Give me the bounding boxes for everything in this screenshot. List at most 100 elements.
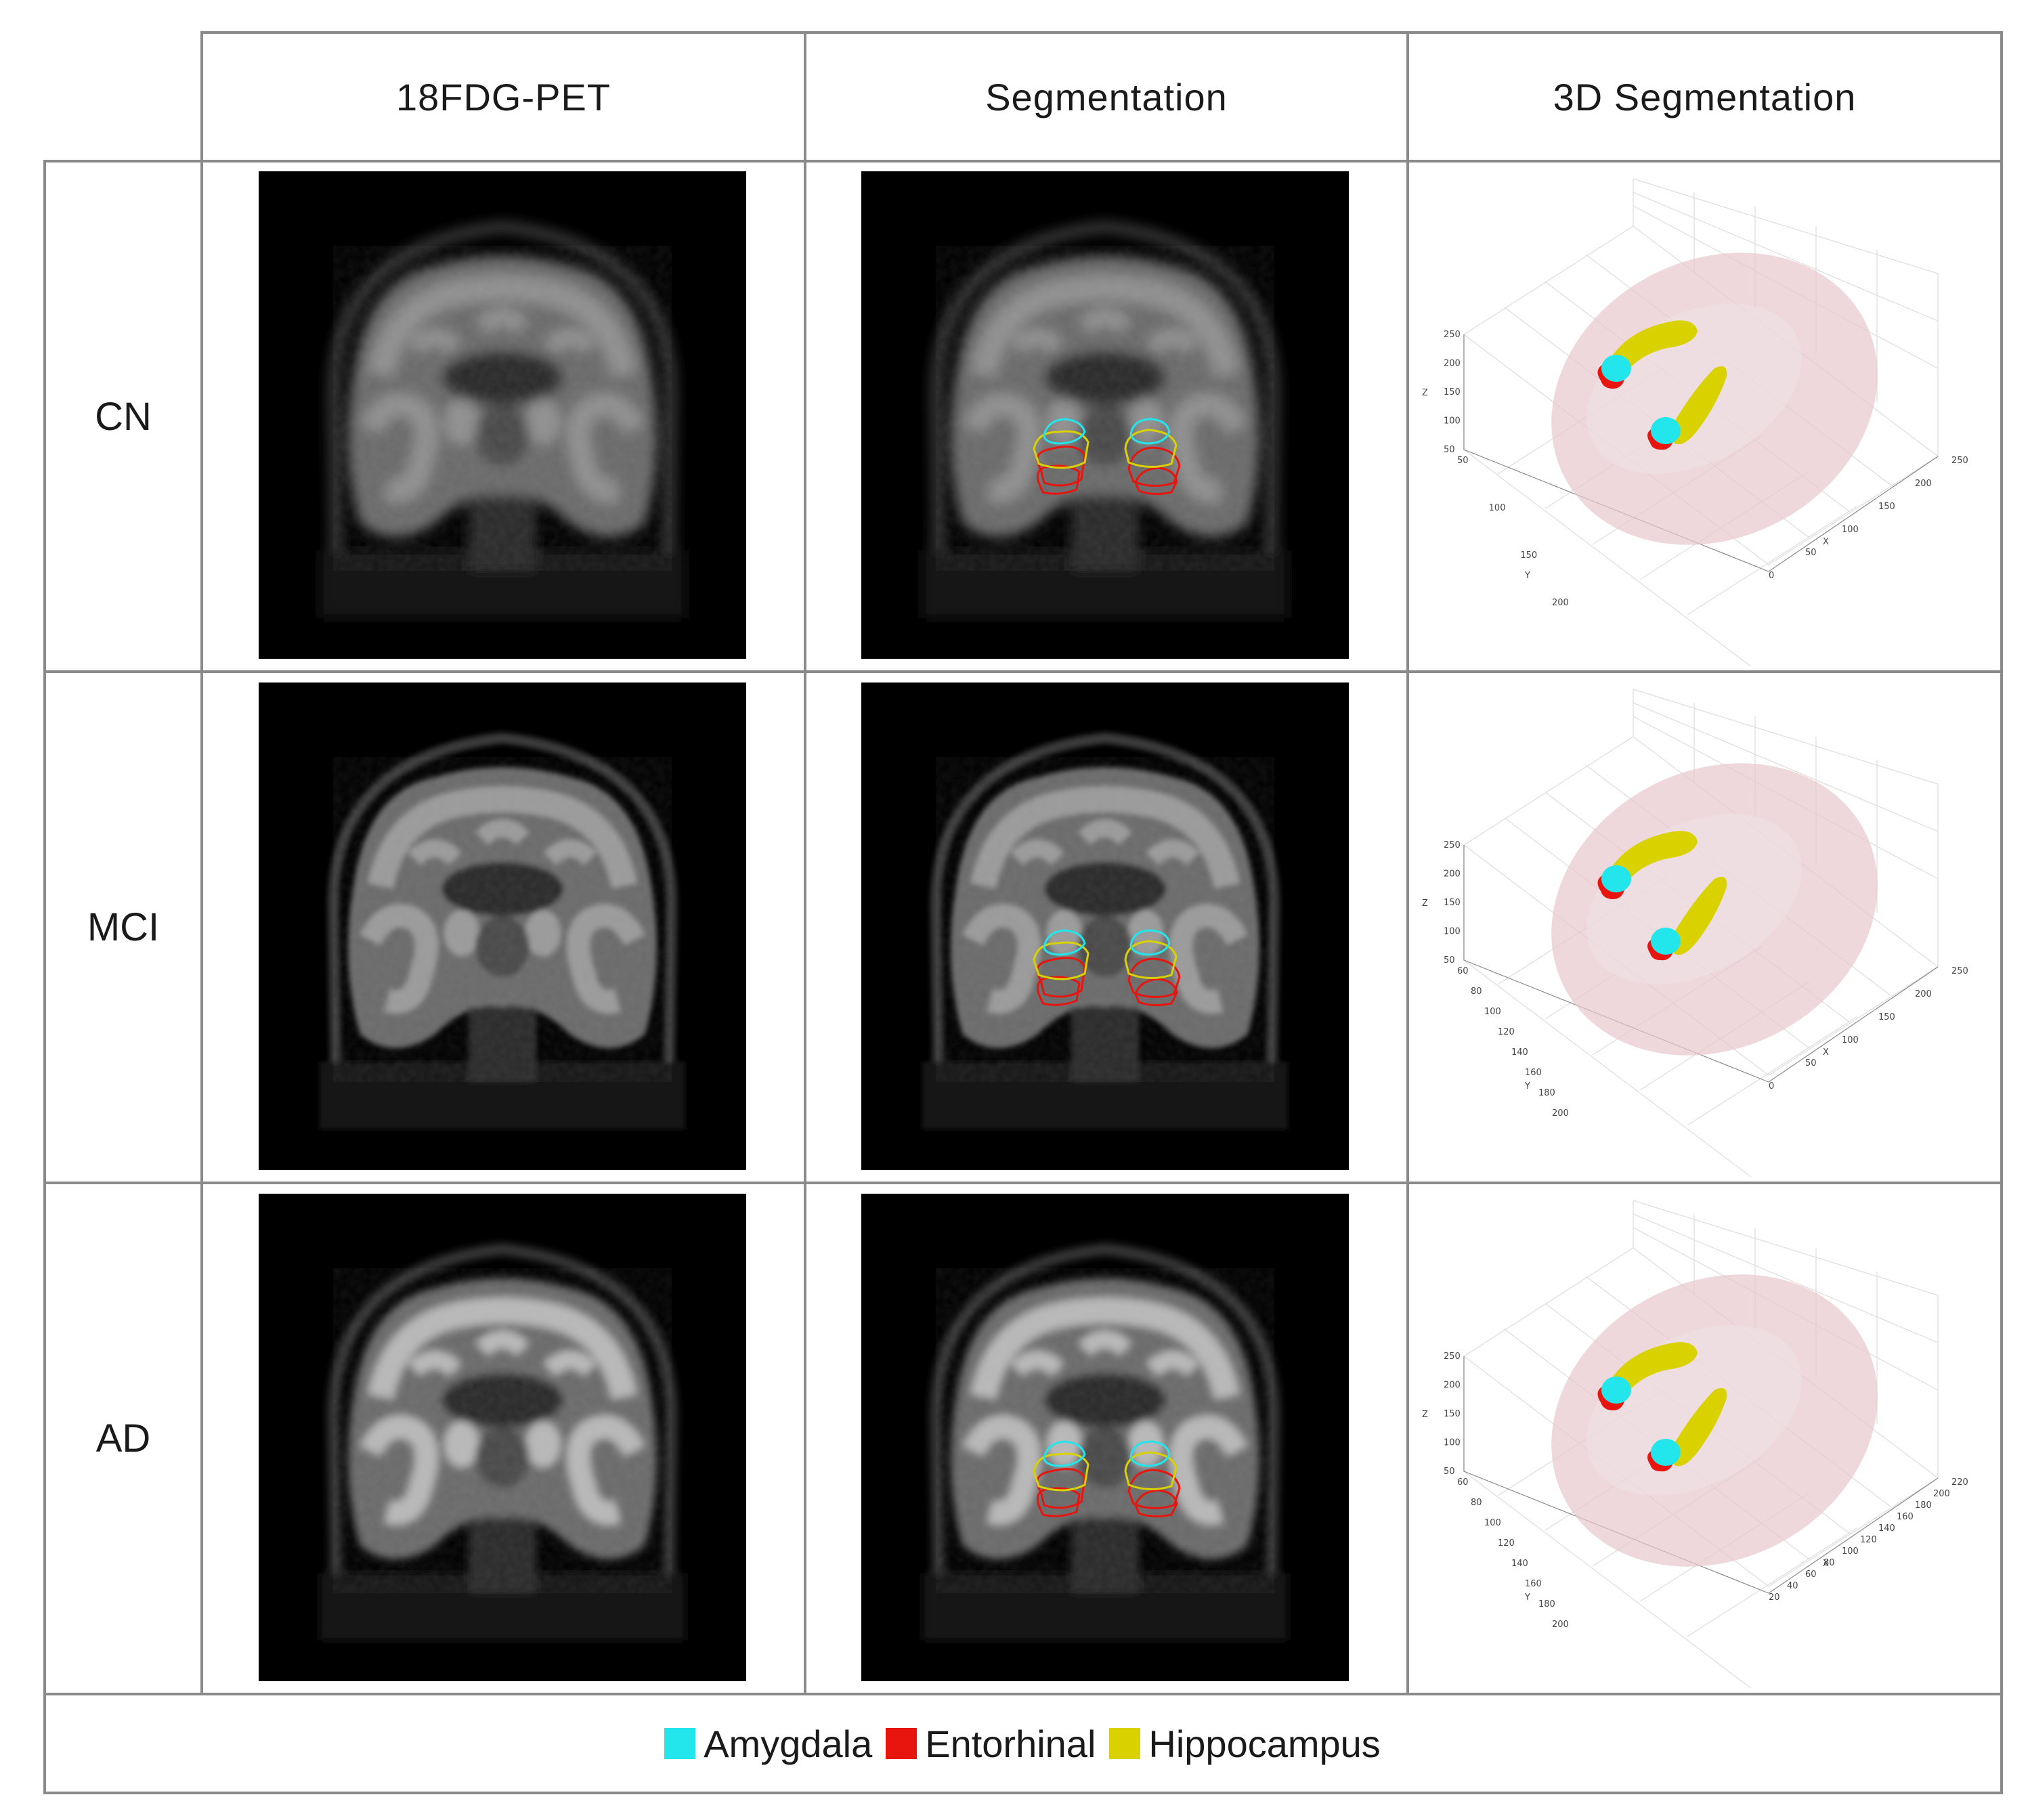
x-tick-label: 250 [1951,456,1968,466]
x-tick-label: 0 [1769,1081,1774,1091]
x-tick-label: 100 [1842,1035,1859,1045]
row-label-mci: MCI [87,905,160,949]
pet-image-cn [259,171,746,659]
grid-line [2000,31,2003,1794]
x-tick-label: 60 [1805,1569,1817,1580]
z-tick-label: 200 [1444,869,1461,880]
x-tick-label: 250 [1951,966,1968,976]
legend-label-entorhinal: Entorhinal [925,1722,1096,1765]
x-tick-label: 100 [1842,1546,1859,1557]
x-tick-label: 200 [1933,1489,1950,1499]
x-tick-label: 0 [1769,571,1774,581]
legend-item-amygdala: Amygdala [664,1722,872,1766]
grid-line [43,1693,2003,1695]
grid-line [43,670,2003,673]
y-axis-label: Y [1524,1592,1530,1603]
grid-line [804,31,806,1695]
x-tick-label: 150 [1878,1012,1895,1022]
column-header-3d-segmentation: 3D Segmentation [1553,75,1857,118]
z-tick-label: 50 [1444,445,1455,455]
legend-label-hippocampus: Hippocampus [1148,1722,1381,1765]
grid-line [200,31,2003,34]
z-tick-label: 150 [1444,387,1461,397]
z-tick-label: 100 [1444,1438,1461,1448]
x-tick-label: 220 [1951,1477,1968,1488]
row-label-cn: CN [95,394,152,439]
y-tick-label: 140 [1511,1559,1528,1569]
z-tick-label: 200 [1444,359,1461,369]
legend-label-amygdala: Amygdala [704,1722,873,1765]
x-axis-label: X [1823,1559,1829,1569]
x-tick-label: 120 [1860,1535,1877,1545]
y-tick-label: 140 [1511,1047,1528,1058]
z-tick-label: 50 [1444,1467,1455,1477]
z-tick-label: 100 [1444,416,1461,427]
x-tick-label: 50 [1805,1058,1817,1068]
x-tick-label: 180 [1915,1500,1932,1511]
x-tick-label: 100 [1842,525,1859,535]
y-tick-label: 100 [1484,1007,1501,1017]
grid-line [200,31,203,1695]
y-tick-label: 60 [1457,1477,1469,1488]
z-tick-label: 200 [1444,1381,1461,1391]
z-tick-label: 50 [1444,955,1455,966]
x-tick-label: 200 [1915,479,1932,489]
x-tick-label: 40 [1787,1581,1798,1591]
segmentation-image-mci [861,682,1349,1170]
grid-line [43,160,46,1794]
y-tick-label: 80 [1471,1498,1482,1508]
y-axis-label: Y [1524,571,1530,581]
y-tick-label: 120 [1498,1538,1515,1548]
z-tick-label: 250 [1444,330,1461,340]
z-tick-label: 150 [1444,898,1461,908]
y-axis-label: Y [1524,1081,1530,1091]
y-tick-label: 200 [1552,598,1569,608]
grid-line [43,1792,2003,1794]
row-label-ad: AD [95,1416,151,1460]
z-tick-label: 250 [1444,1351,1461,1362]
3d-segmentation-plot-mci: 250 200 150 100 50 Z 60 80 100 120 140 160 180 200 Y 25… [1410,676,1999,1177]
segmentation-image-cn [861,171,1349,659]
z-axis-label: Z [1422,1410,1428,1420]
pet-image-mci [259,682,746,1170]
y-tick-label: 180 [1538,1088,1555,1098]
z-axis-label: Z [1422,898,1428,909]
y-tick-label: 120 [1498,1027,1515,1037]
z-tick-label: 100 [1444,927,1461,937]
y-tick-label: 60 [1457,966,1469,976]
x-tick-label: 50 [1805,548,1817,558]
legend: Amygdala Entorhinal Hippocampus [45,1695,2000,1792]
column-header-segmentation: Segmentation [985,75,1228,118]
y-tick-label: 180 [1538,1599,1555,1609]
y-tick-label: 200 [1552,1108,1569,1119]
x-tick-label: 140 [1878,1523,1895,1534]
grid-line [1406,31,1409,1695]
segmentation-image-ad [861,1194,1349,1681]
x-axis-label: X [1823,537,1829,547]
legend-swatch-hippocampus [1109,1728,1141,1759]
legend-swatch-amygdala [664,1728,696,1759]
y-tick-label: 160 [1525,1068,1542,1078]
pet-image-ad [259,1194,746,1681]
y-tick-label: 50 [1457,456,1469,466]
legend-item-hippocampus: Hippocampus [1109,1722,1381,1766]
z-tick-label: 250 [1444,840,1461,850]
z-axis-label: Z [1422,388,1428,398]
grid-line [43,160,2003,162]
x-axis-label: X [1823,1047,1829,1058]
legend-item-entorhinal: Entorhinal [886,1722,1096,1766]
x-tick-label: 200 [1915,989,1932,999]
y-tick-label: 160 [1525,1579,1542,1589]
legend-swatch-entorhinal [886,1728,917,1759]
y-tick-label: 150 [1520,550,1537,561]
column-header-pet: 18FDG-PET [395,75,611,118]
grid-line [43,1182,2003,1184]
3d-segmentation-plot-cn: 250 200 150 100 50 Z 50 100 150 200 Y 250 200 150 100 5… [1410,165,1999,666]
3d-segmentation-plot-ad: 250 200 150 100 50 Z 60 80 100 120 140 160 180 200 Y 22… [1410,1187,1999,1688]
y-tick-label: 80 [1471,987,1482,997]
y-tick-label: 100 [1484,1518,1501,1528]
z-tick-label: 150 [1444,1409,1461,1419]
y-tick-label: 100 [1489,503,1506,513]
x-tick-label: 20 [1769,1592,1780,1603]
x-tick-label: 150 [1878,502,1895,512]
